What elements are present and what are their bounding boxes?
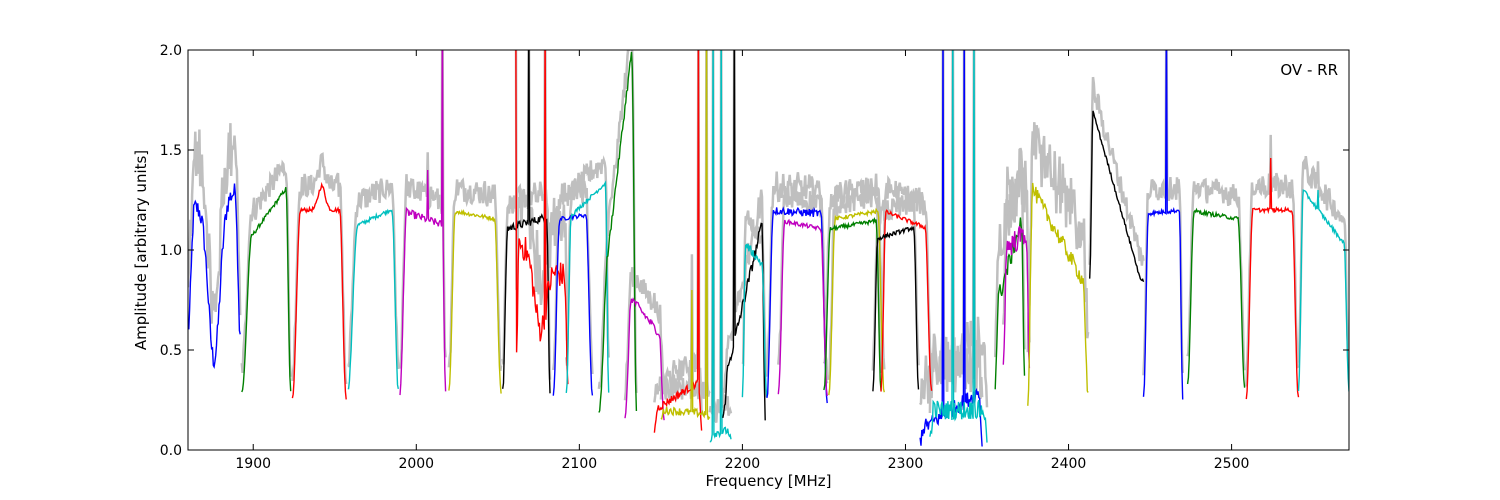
subband-trace-27: [1002, 226, 1031, 369]
subband-trace-10: [565, 180, 610, 393]
reference-trace: [623, 267, 666, 401]
reference-trace: [398, 50, 447, 369]
reference-trace: [822, 186, 883, 370]
y-axis-ticks: 0.0 0.5 1.0 1.5 2.0: [160, 43, 1349, 459]
x-axis-ticks: 1900 2000 2100 2200 2300 2400 2500: [235, 50, 1249, 472]
reference-trace: [565, 155, 610, 366]
reference-trace: [1026, 122, 1090, 353]
subband-trace-23: [872, 225, 920, 392]
reference-trace: [765, 171, 829, 384]
y-tick-label: 1.5: [160, 143, 182, 159]
reference-trace: [659, 50, 711, 402]
reference-trace: [1088, 76, 1145, 266]
subband-trace-6: [448, 209, 502, 394]
subband-trace-20: [828, 207, 885, 396]
subband-trace-25: [929, 50, 988, 443]
subband-trace-4: [347, 208, 399, 390]
reference-trace: [291, 152, 348, 385]
reference-trace: [597, 50, 638, 393]
reference-trace: [188, 123, 242, 324]
reference-trace: [347, 178, 400, 370]
subband-trace-28: [1027, 182, 1089, 406]
x-tick-label: 2000: [398, 456, 434, 472]
reference-trace: [240, 159, 292, 377]
y-tick-label: 0.5: [160, 343, 182, 359]
subband-trace-8: [515, 50, 569, 385]
subband-trace-7: [502, 50, 551, 394]
subband-trace-14: [660, 50, 711, 421]
subband-trace-21: [823, 216, 882, 391]
subband-trace-33: [1297, 189, 1349, 392]
reference-trace: [1186, 177, 1246, 371]
reference-trace: [1245, 134, 1300, 387]
x-tick-label: 2300: [888, 456, 924, 472]
x-axis-label: Frequency [MHz]: [705, 472, 831, 490]
reference-trace: [447, 177, 503, 371]
subband-trace-18: [766, 206, 828, 404]
chart-annotation: OV - RR: [1280, 61, 1338, 79]
reference-trace: [777, 185, 829, 381]
subband-trace-29: [1089, 110, 1145, 283]
subband-trace-12: [624, 297, 665, 421]
subband-trace-15: [709, 50, 732, 443]
subband-trace-32: [1245, 157, 1300, 400]
y-axis-label: Amplitude [arbitrary units]: [132, 150, 150, 350]
reference-trace: [871, 188, 920, 371]
reference-trace: [1142, 50, 1184, 376]
reference-trace: [501, 50, 552, 380]
y-tick-label: 1.0: [160, 243, 182, 259]
x-tick-label: 2200: [725, 456, 761, 472]
reference-trace: [928, 50, 989, 414]
subband-trace-22: [880, 209, 933, 392]
subband-trace-1: [188, 183, 241, 369]
subband-trace-9: [552, 212, 594, 396]
x-tick-label: 1900: [235, 456, 271, 472]
x-tick-label: 2500: [1214, 456, 1250, 472]
series-group: [188, 50, 1349, 447]
subband-trace-11: [598, 51, 638, 413]
x-tick-label: 2100: [562, 456, 598, 472]
x-tick-label: 2400: [1051, 456, 1087, 472]
subband-trace-3: [291, 181, 347, 400]
subband-trace-13: [653, 50, 703, 433]
y-tick-label: 2.0: [160, 43, 182, 59]
y-tick-label: 0.0: [160, 443, 182, 459]
subband-trace-30: [1142, 50, 1184, 400]
subband-trace-17: [741, 243, 768, 398]
reference-trace: [1297, 155, 1349, 375]
subband-trace-2: [241, 187, 292, 393]
subband-trace-31: [1186, 207, 1246, 388]
subband-trace-5: [399, 50, 447, 396]
subband-trace-19: [777, 218, 828, 396]
reference-trace: [1002, 148, 1031, 343]
